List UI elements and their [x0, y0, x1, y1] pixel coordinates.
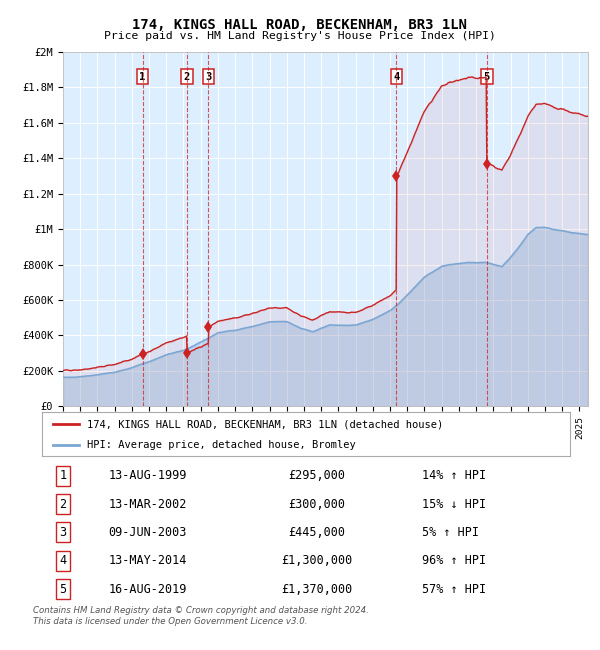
Text: 15% ↓ HPI: 15% ↓ HPI [422, 497, 486, 510]
Text: 57% ↑ HPI: 57% ↑ HPI [422, 582, 486, 595]
Text: 4: 4 [393, 72, 400, 82]
Text: 3: 3 [59, 526, 67, 539]
Text: 174, KINGS HALL ROAD, BECKENHAM, BR3 1LN (detached house): 174, KINGS HALL ROAD, BECKENHAM, BR3 1LN… [87, 419, 443, 430]
Text: 1: 1 [139, 72, 146, 82]
Text: 4: 4 [59, 554, 67, 567]
Text: £1,370,000: £1,370,000 [281, 582, 352, 595]
Text: HPI: Average price, detached house, Bromley: HPI: Average price, detached house, Brom… [87, 440, 356, 450]
Text: Price paid vs. HM Land Registry's House Price Index (HPI): Price paid vs. HM Land Registry's House … [104, 31, 496, 41]
Text: 5: 5 [59, 582, 67, 595]
Text: 16-AUG-2019: 16-AUG-2019 [109, 582, 187, 595]
Text: £1,300,000: £1,300,000 [281, 554, 352, 567]
Text: 5% ↑ HPI: 5% ↑ HPI [422, 526, 479, 539]
Text: £445,000: £445,000 [288, 526, 345, 539]
Text: 2: 2 [184, 72, 190, 82]
Text: 14% ↑ HPI: 14% ↑ HPI [422, 469, 486, 482]
Text: £295,000: £295,000 [288, 469, 345, 482]
Text: 96% ↑ HPI: 96% ↑ HPI [422, 554, 486, 567]
Text: This data is licensed under the Open Government Licence v3.0.: This data is licensed under the Open Gov… [33, 618, 308, 627]
Text: 13-MAY-2014: 13-MAY-2014 [109, 554, 187, 567]
Text: £300,000: £300,000 [288, 497, 345, 510]
Text: 2: 2 [59, 497, 67, 510]
Text: 1: 1 [59, 469, 67, 482]
Text: Contains HM Land Registry data © Crown copyright and database right 2024.: Contains HM Land Registry data © Crown c… [33, 606, 369, 615]
Text: 13-MAR-2002: 13-MAR-2002 [109, 497, 187, 510]
Text: 09-JUN-2003: 09-JUN-2003 [109, 526, 187, 539]
Text: 13-AUG-1999: 13-AUG-1999 [109, 469, 187, 482]
Text: 174, KINGS HALL ROAD, BECKENHAM, BR3 1LN: 174, KINGS HALL ROAD, BECKENHAM, BR3 1LN [133, 18, 467, 32]
Text: 3: 3 [205, 72, 211, 82]
Text: 5: 5 [484, 72, 490, 82]
